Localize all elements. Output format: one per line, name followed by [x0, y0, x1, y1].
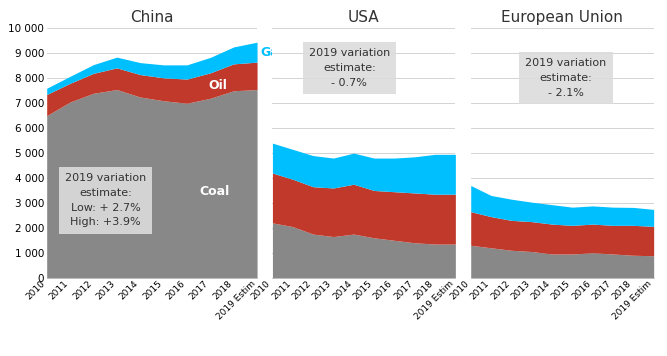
Title: China: China	[130, 10, 173, 25]
Title: European Union: European Union	[502, 10, 623, 25]
Text: 2019 variation
estimate:
Low: + 2.7%
High: +3.9%: 2019 variation estimate: Low: + 2.7% Hig…	[65, 173, 146, 227]
Text: 2019 variation
estimate:
- 0.7%: 2019 variation estimate: - 0.7%	[309, 48, 390, 88]
Text: Gas: Gas	[261, 46, 287, 59]
Title: USA: USA	[348, 10, 380, 25]
Text: 2019 variation
estimate:
- 2.1%: 2019 variation estimate: - 2.1%	[525, 58, 606, 98]
Text: Oil: Oil	[208, 79, 227, 92]
Text: Coal: Coal	[200, 185, 230, 198]
